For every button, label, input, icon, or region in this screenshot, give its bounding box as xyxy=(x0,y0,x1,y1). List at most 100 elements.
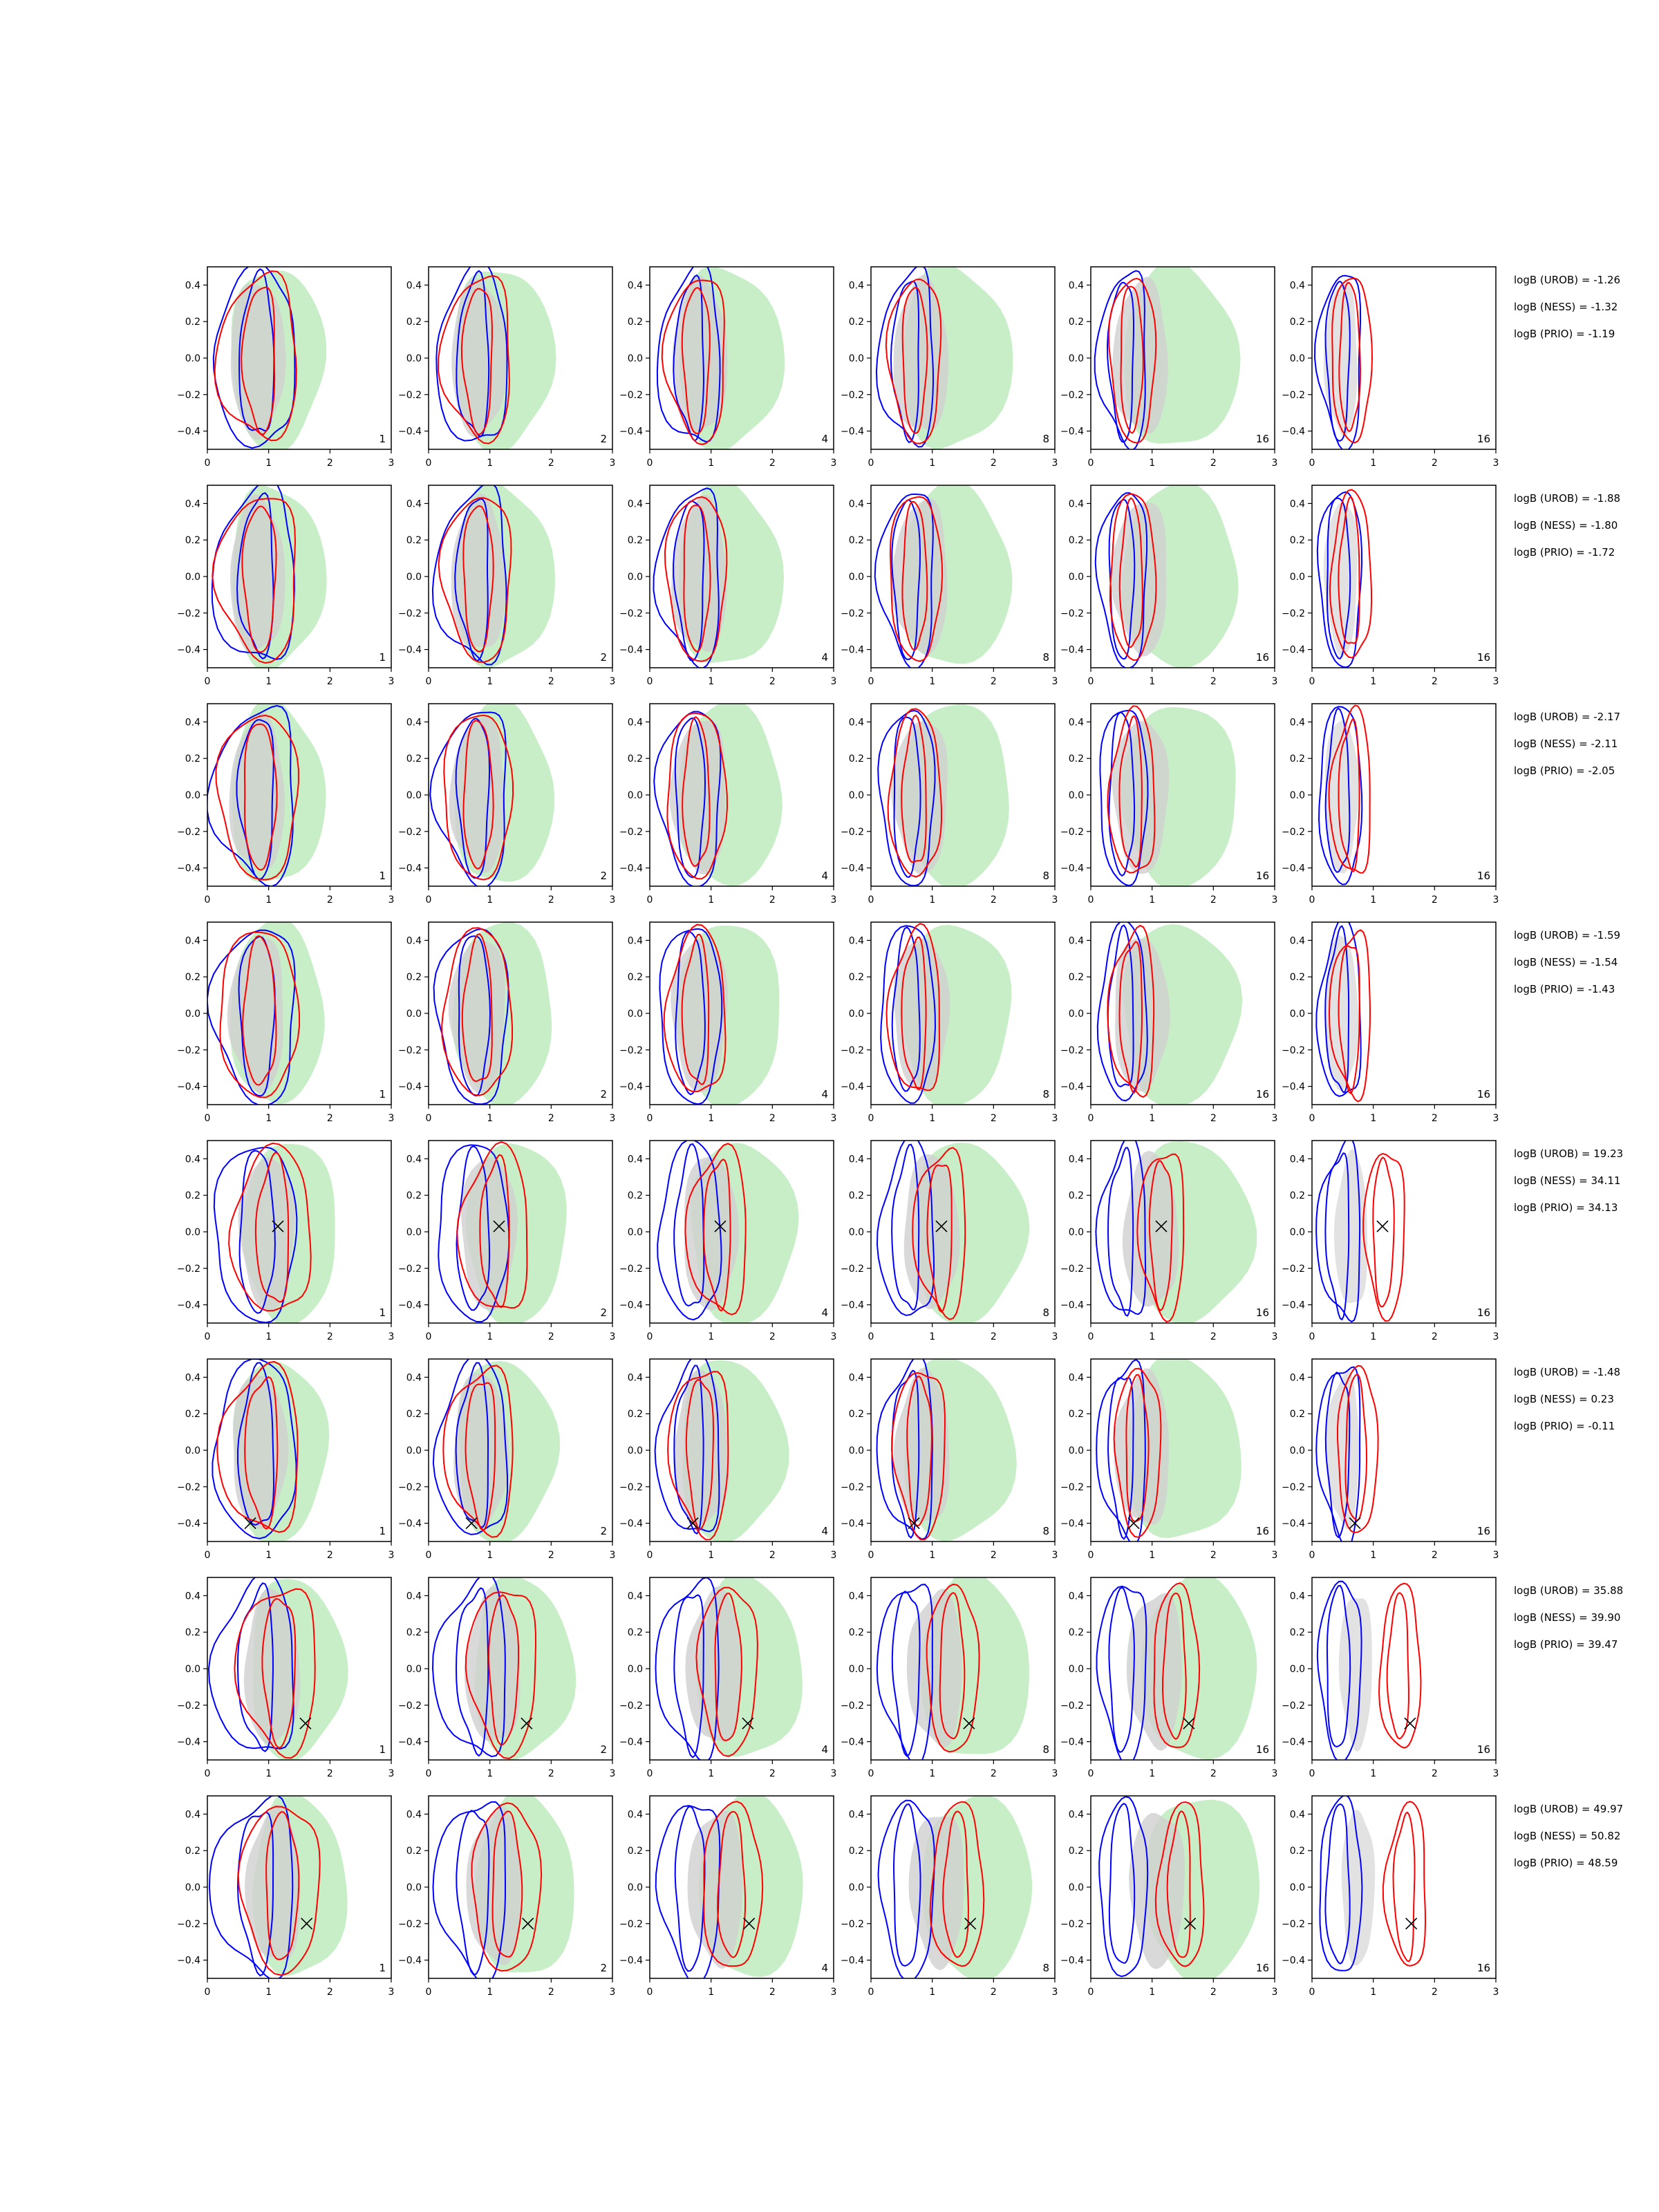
y-tick-label: 0.4 xyxy=(1069,1154,1084,1165)
y-tick-label: 0.2 xyxy=(406,1409,422,1420)
y-tick-label: −0.2 xyxy=(1060,390,1084,401)
x-tick-label: 2 xyxy=(548,676,554,687)
posterior-region xyxy=(684,1156,740,1311)
y-tick-label: −0.4 xyxy=(841,1956,864,1967)
posterior-region xyxy=(448,940,505,1094)
contour-blue-1 xyxy=(1096,1359,1146,1541)
contour-red-2 xyxy=(254,1152,290,1303)
contour-red-1 xyxy=(885,278,942,444)
contour-red-1 xyxy=(1328,929,1371,1103)
y-tick-label: −0.2 xyxy=(841,1264,864,1275)
x-tick-label: 1 xyxy=(929,894,935,906)
contour-blue-1 xyxy=(655,1577,720,1760)
y-tick-label: 0.2 xyxy=(849,317,864,328)
x-tick-label: 2 xyxy=(991,1550,997,1561)
y-tick-label: 0.4 xyxy=(849,1372,864,1383)
panel-number-label: 1 xyxy=(379,1743,386,1756)
y-tick-label: −0.2 xyxy=(619,390,643,401)
y-tick-label: 0.0 xyxy=(628,1664,643,1675)
y-tick-label: −0.2 xyxy=(619,1045,643,1056)
y-tick-label: 0.4 xyxy=(849,1154,864,1165)
x-tick-label: 0 xyxy=(647,458,653,469)
contour-red-2 xyxy=(1120,285,1144,434)
y-tick-label: −0.2 xyxy=(1060,1700,1084,1712)
panel-number-label: 8 xyxy=(1042,1088,1049,1100)
panel-number-label: 4 xyxy=(821,1306,828,1319)
y-tick-label: 0.4 xyxy=(185,1809,200,1820)
y-tick-label: 0.0 xyxy=(1069,1009,1084,1020)
contour-red-1 xyxy=(667,1371,729,1541)
x-tick-label: 0 xyxy=(647,1550,653,1561)
y-tick-label: −0.2 xyxy=(398,1264,422,1275)
x-tick-label: 0 xyxy=(1309,676,1315,687)
y-tick-label: 0.0 xyxy=(1069,1664,1084,1675)
contour-red-1 xyxy=(1113,1367,1162,1538)
y-tick-label: 0.4 xyxy=(406,498,422,509)
y-tick-label: −0.2 xyxy=(177,1919,200,1930)
contour-red-1 xyxy=(215,714,299,881)
x-tick-label: 2 xyxy=(991,1987,997,1998)
posterior-region xyxy=(227,938,283,1094)
contour-blue-2 xyxy=(237,1362,275,1526)
x-tick-label: 1 xyxy=(265,676,272,687)
x-tick-label: 3 xyxy=(388,1331,395,1342)
y-tick-label: 0.2 xyxy=(406,1846,422,1857)
panel-r7-c4: 0 1 2 3 0.4 0.2 0.0 −0.2 −0.4 8 xyxy=(841,1577,1058,1779)
y-tick-label: −0.4 xyxy=(619,645,643,656)
panel-r2-c3: 0 1 2 3 0.4 0.2 0.0 −0.2 −0.4 4 xyxy=(619,485,836,687)
x-tick-label: 1 xyxy=(265,1331,272,1342)
x-tick-label: 2 xyxy=(991,894,997,906)
contour-red-1 xyxy=(1107,705,1156,874)
x-tick-label: 3 xyxy=(388,1768,395,1779)
x-tick-label: 1 xyxy=(929,1550,935,1561)
contour-red-1 xyxy=(471,1802,543,1972)
x-tick-label: 3 xyxy=(1052,894,1058,906)
y-tick-label: 0.4 xyxy=(406,717,422,728)
contour-blue-2 xyxy=(673,274,705,442)
y-tick-label: 0.4 xyxy=(1290,1154,1305,1165)
panel-r5-c3: 0 1 2 3 0.4 0.2 0.0 −0.2 −0.4 4 xyxy=(619,1140,836,1342)
x-tick-label: 2 xyxy=(327,1550,333,1561)
x-tick-label: 1 xyxy=(708,1987,714,1998)
y-tick-label: 0.4 xyxy=(1290,1809,1305,1820)
true-value-marker xyxy=(1349,1517,1361,1530)
y-tick-label: −0.2 xyxy=(177,1482,200,1493)
x-tick-label: 0 xyxy=(1309,458,1315,469)
y-tick-label: −0.2 xyxy=(841,1919,864,1930)
x-tick-label: 0 xyxy=(868,894,874,906)
x-tick-label: 0 xyxy=(426,894,432,906)
y-tick-label: 0.0 xyxy=(406,1882,422,1893)
x-tick-label: 0 xyxy=(205,894,211,906)
contour-blue-2 xyxy=(892,1803,921,1967)
y-tick-label: 0.0 xyxy=(406,1009,422,1020)
panel-number-label: 4 xyxy=(821,1743,828,1756)
y-tick-label: 0.0 xyxy=(849,1664,864,1675)
y-tick-label: −0.2 xyxy=(841,390,864,401)
y-tick-label: −0.4 xyxy=(841,1737,864,1748)
panel-number-label: 16 xyxy=(1477,1962,1490,1974)
true-value-marker xyxy=(908,1517,920,1530)
contour-blue-1 xyxy=(1094,270,1146,449)
panel-number-label: 4 xyxy=(821,1088,828,1100)
y-tick-label: 0.0 xyxy=(628,1445,643,1456)
contour-blue-1 xyxy=(207,929,296,1105)
x-tick-label: 0 xyxy=(205,458,211,469)
panel-number-label: 1 xyxy=(379,651,386,664)
x-tick-label: 1 xyxy=(929,1987,935,1998)
y-tick-label: 0.0 xyxy=(849,1882,864,1893)
contour-red-1 xyxy=(887,708,943,878)
y-tick-label: 0.0 xyxy=(185,1882,200,1893)
x-tick-label: 3 xyxy=(610,1987,616,1998)
contour-blue-1 xyxy=(655,1805,721,1978)
contour-red-2 xyxy=(702,1158,731,1312)
posterior-region xyxy=(1338,1597,1372,1752)
x-tick-label: 2 xyxy=(548,458,554,469)
contour-red-1 xyxy=(1337,1365,1379,1534)
y-tick-label: −0.2 xyxy=(619,827,643,838)
y-tick-label: 0.4 xyxy=(185,1154,200,1165)
x-tick-label: 0 xyxy=(647,894,653,906)
x-tick-label: 3 xyxy=(388,1113,395,1124)
y-tick-label: 0.2 xyxy=(185,972,200,983)
contour-red-2 xyxy=(683,505,711,653)
y-tick-label: 0.2 xyxy=(406,535,422,546)
